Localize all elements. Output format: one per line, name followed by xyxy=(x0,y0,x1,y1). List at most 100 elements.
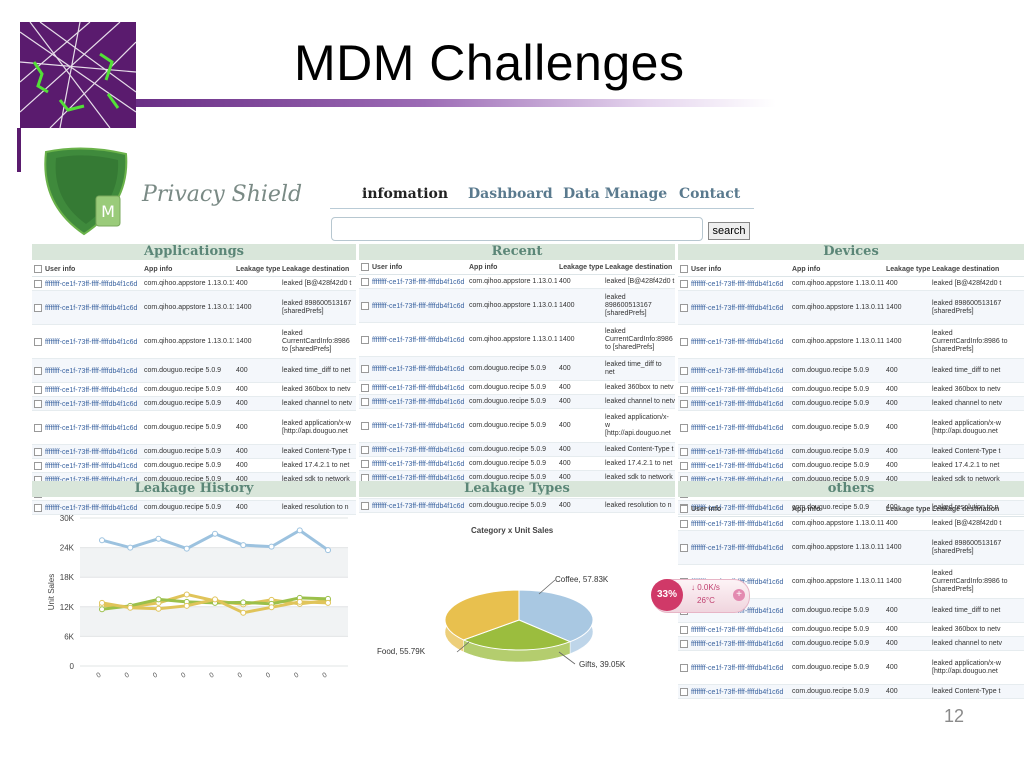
row-checkbox[interactable] xyxy=(361,383,369,392)
cell-type: 400 xyxy=(884,410,930,445)
row-checkbox[interactable] xyxy=(34,503,42,512)
cell-type: 400 xyxy=(884,444,930,459)
row-checkbox[interactable] xyxy=(680,663,688,672)
row-checkbox[interactable] xyxy=(680,543,688,552)
cell-app: com.qihoo.appstore 1.13.0.11 xyxy=(467,274,557,289)
row-checkbox[interactable] xyxy=(680,337,688,346)
row-checkbox[interactable] xyxy=(680,461,688,470)
row-checkbox[interactable] xyxy=(361,301,369,310)
slide-title: MDM Challenges xyxy=(294,35,685,91)
row-checkbox[interactable] xyxy=(34,461,42,470)
row-checkbox[interactable] xyxy=(34,303,42,312)
row-checkbox[interactable] xyxy=(361,459,369,468)
cell-type: 400 xyxy=(884,650,930,685)
row-checkbox[interactable] xyxy=(361,364,369,373)
row-checkbox[interactable] xyxy=(361,277,369,286)
row-checkbox[interactable] xyxy=(680,399,688,408)
row-checkbox[interactable] xyxy=(680,519,688,528)
search-button[interactable]: search xyxy=(708,222,750,240)
row-checkbox[interactable] xyxy=(361,335,369,344)
row-checkbox[interactable] xyxy=(680,447,688,456)
select-all-checkbox[interactable] xyxy=(34,265,42,273)
row-checkbox[interactable] xyxy=(680,279,688,288)
row-checkbox[interactable] xyxy=(34,279,42,288)
cell-type: 1400 xyxy=(234,290,280,325)
row-checkbox[interactable] xyxy=(680,423,688,432)
row-checkbox[interactable] xyxy=(34,385,42,394)
row-checkbox[interactable] xyxy=(361,445,369,454)
row-checkbox[interactable] xyxy=(680,366,688,375)
row-checkbox[interactable] xyxy=(34,366,42,375)
row-checkbox[interactable] xyxy=(361,397,369,406)
pie-chart-canvas xyxy=(444,579,594,665)
row-checkbox[interactable] xyxy=(680,385,688,394)
nav-item-infomation[interactable]: infomation xyxy=(362,186,449,202)
nav-item-data-manage[interactable]: Data Manage xyxy=(563,186,668,202)
row-checkbox[interactable] xyxy=(34,337,42,346)
row-checkbox[interactable] xyxy=(680,625,688,634)
row-checkbox[interactable] xyxy=(34,423,42,432)
cell-destination: leaked 17.4.2.1 to net xyxy=(930,458,1024,473)
search-input[interactable] xyxy=(331,217,703,241)
x-tick-label: 0 xyxy=(152,672,159,680)
row-checkbox[interactable] xyxy=(680,639,688,648)
select-all-checkbox[interactable] xyxy=(361,263,369,271)
logo-art-icon xyxy=(20,22,136,128)
cell-app: com.qihoo.appstore 1.13.0.11 xyxy=(467,322,557,357)
speed-widget[interactable]: 33% ↓ 0.0K/s 26°C + xyxy=(651,579,750,613)
nav-item-contact[interactable]: Contact xyxy=(679,186,741,202)
row-checkbox[interactable] xyxy=(34,399,42,408)
x-tick-label: 0 xyxy=(265,672,272,680)
nav-item-dashboard[interactable]: Dashboard xyxy=(468,186,553,202)
row-checkbox[interactable] xyxy=(34,447,42,456)
select-all-checkbox[interactable] xyxy=(680,265,688,273)
row-checkbox[interactable] xyxy=(680,687,688,696)
row-checkbox[interactable] xyxy=(361,501,369,510)
data-point xyxy=(240,609,247,616)
row-checkbox[interactable] xyxy=(361,421,369,430)
row-checkbox[interactable] xyxy=(680,303,688,312)
cell-user: ffffffff-ce1f-73ff-ffff-ffffdb4f1c6d xyxy=(678,622,790,637)
cell-destination: leaked channel to netv xyxy=(930,396,1024,411)
data-point xyxy=(99,606,105,613)
cell-destination: leaked resolution to n xyxy=(280,500,356,515)
select-all-checkbox[interactable] xyxy=(680,505,688,513)
plus-icon[interactable]: + xyxy=(733,589,745,601)
data-point xyxy=(127,604,134,611)
